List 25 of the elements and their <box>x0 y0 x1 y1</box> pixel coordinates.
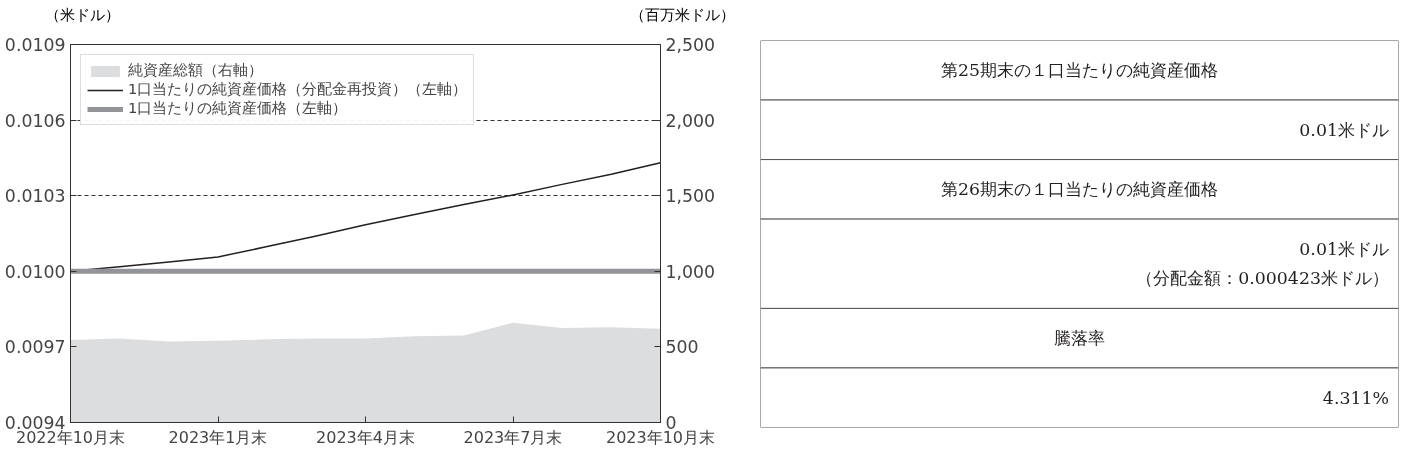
y2-tick-label: 2,500 <box>665 35 716 55</box>
y2-tick-label: 2,000 <box>665 110 716 131</box>
x-tick-label: 2023年7月末 <box>463 427 563 447</box>
legend-label: 1口当たりの純資産価格（分配金再投資）（左軸） <box>128 80 468 99</box>
y2-tick-label: 500 <box>665 337 699 358</box>
text: 第26期末の１口当たりの純資産価格 <box>940 179 1219 200</box>
text: （分配金額：0.000423米ドル） <box>1136 268 1389 289</box>
legend-label: 1口当たりの純資産価格（左軸） <box>128 99 348 118</box>
y2-tick-label: 1,000 <box>665 261 716 282</box>
x-tick-label: 2023年1月末 <box>168 427 268 447</box>
y-tick-label: 0.0103 <box>4 186 66 207</box>
y-tick-label: 0.0106 <box>4 110 66 131</box>
y-tick-label: 0.0097 <box>4 337 66 358</box>
text: 0.01米ドル <box>1299 119 1389 140</box>
text: 4.311% <box>1322 387 1389 408</box>
y-tick-label: 0.0109 <box>4 35 66 55</box>
x-tick-label: 2023年4月末 <box>316 427 415 447</box>
text: 0.01米ドル <box>1299 239 1389 260</box>
legend-label: 純資産総額（右軸） <box>128 61 263 80</box>
text: 騰落率 <box>1054 328 1105 349</box>
text: 第25期末の１口当たりの純資産価格 <box>940 60 1219 81</box>
y2-axis-title: （百万米ドル） <box>630 5 735 25</box>
y-tick-label: 0.0100 <box>4 261 66 282</box>
y-axis-title: （米ドル） <box>45 5 120 25</box>
y2-tick-label: 1,500 <box>665 186 716 207</box>
